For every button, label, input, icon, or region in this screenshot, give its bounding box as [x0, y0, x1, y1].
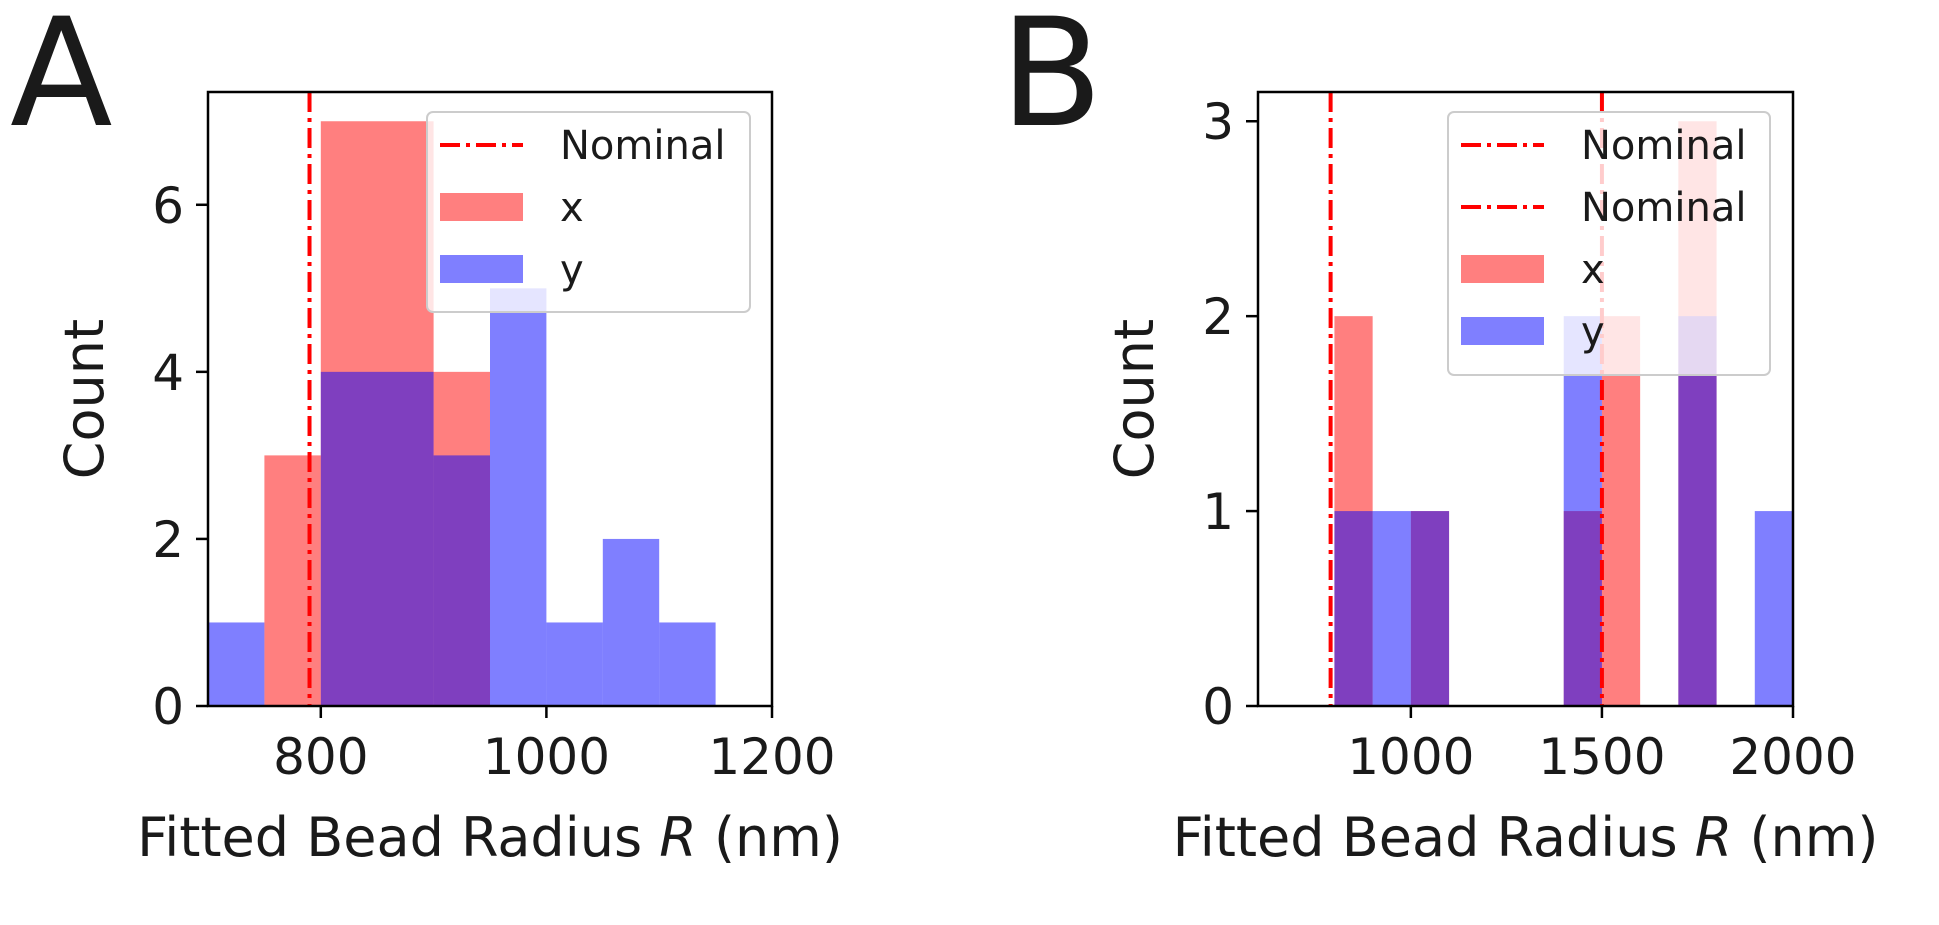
legend-label: Nominal: [560, 123, 725, 169]
legend: Nominal xy: [426, 111, 751, 313]
histogram-panel-a: 800 1000 1200 0 2 4 6 Fitted Bead Radius R (nm)…: [53, 90, 843, 869]
x-tick-label: 1500: [1538, 728, 1665, 786]
legend-handle-y: [440, 255, 523, 283]
bar-x: [1601, 316, 1641, 706]
x-tick-label: 800: [273, 728, 368, 786]
bar-y: [1754, 511, 1793, 706]
legend-label: y: [560, 247, 584, 293]
legend-handle-x: [440, 193, 523, 221]
bar-y: [1372, 511, 1411, 706]
x-tick-label: 1000: [1347, 728, 1474, 786]
bar-y: [1563, 316, 1602, 706]
x-tick-label: 1000: [483, 728, 610, 786]
legend-label: y: [1581, 309, 1605, 355]
y-axis-label: Count: [1103, 319, 1166, 479]
legend-handle-y: [1461, 317, 1544, 345]
bar-y: [1678, 316, 1717, 706]
y-axis-label: Count: [53, 319, 116, 479]
x-axis-label: Fitted Bead Radius R (nm): [137, 806, 843, 869]
bar-y: [546, 622, 603, 706]
plot-area: [1328, 92, 1793, 706]
legend-label: x: [560, 185, 584, 231]
panel-label-a: A: [10, 0, 113, 161]
legend-label: Nominal: [1581, 185, 1746, 231]
legend-box: [1447, 111, 1771, 376]
legend-label: Nominal: [1581, 123, 1746, 169]
plot-area: [208, 92, 716, 706]
bar-y: [208, 622, 265, 706]
y-tick-label: 2: [152, 511, 184, 569]
bar-y: [1334, 511, 1373, 706]
y-tick-label: 0: [1202, 678, 1234, 736]
bar-y: [659, 622, 716, 706]
x-tick-label: 1200: [708, 728, 835, 786]
axes-frame: [206, 90, 774, 708]
bar-x: [264, 455, 321, 706]
y-tick-label: 1: [1202, 483, 1234, 541]
legend: Nominal Nominal xy: [1447, 111, 1771, 376]
legend-handle-x: [1461, 255, 1544, 283]
bar-y: [433, 455, 490, 706]
y-tick-label: 2: [1202, 288, 1234, 346]
bar-y: [320, 371, 434, 706]
y-tick-label: 0: [152, 678, 184, 736]
panel-label-b: B: [1000, 0, 1103, 161]
legend-label: x: [1581, 247, 1605, 293]
y-tick-label: 3: [1202, 93, 1234, 151]
bar-y: [490, 288, 547, 706]
bar-y: [1410, 511, 1450, 706]
x-axis-label: Fitted Bead Radius R (nm): [1173, 806, 1879, 869]
y-tick-label: 6: [152, 177, 184, 235]
bar-y: [602, 538, 660, 706]
y-tick-label: 4: [152, 344, 184, 402]
histogram-panel-b: 1000 1500 2000 0 1 2 3 Fitted Bead Radius R (nm…: [1103, 90, 1879, 869]
axes-frame: [1256, 90, 1795, 708]
x-tick-label: 2000: [1729, 728, 1856, 786]
